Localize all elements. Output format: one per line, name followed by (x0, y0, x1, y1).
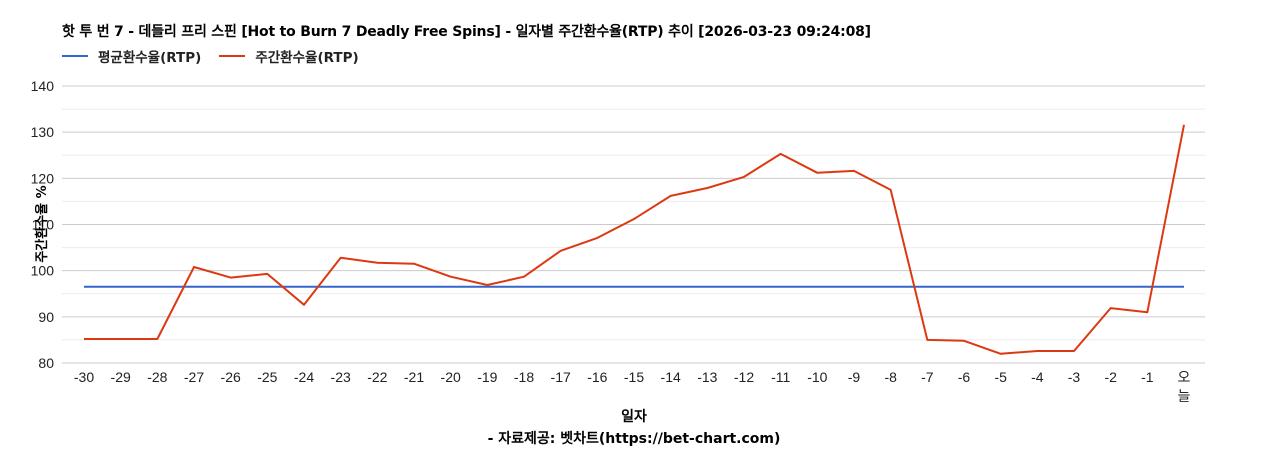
x-tick-label: -8 (884, 369, 897, 385)
x-tick-label: -18 (514, 369, 534, 385)
x-tick-label: -3 (1068, 369, 1081, 385)
x-axis-label: 일자 (621, 409, 647, 425)
legend-label: 주간환수율(RTP) (255, 50, 359, 66)
x-tick-label: -27 (184, 369, 204, 385)
legend-item-average-rtp[interactable]: 평균환수율(RTP) (62, 46, 201, 66)
x-tick-label: -23 (331, 369, 351, 385)
x-tick-label: -16 (587, 369, 607, 385)
source-credit: - 자료제공: 벳차트(https://bet-chart.com) (487, 431, 781, 447)
y-axis-ticks: 80 90 100 110 120 130 140 (31, 78, 55, 371)
legend-swatch-red-line-icon (219, 55, 246, 57)
x-tick-label: -17 (551, 369, 571, 385)
x-tick-label: -22 (367, 369, 387, 385)
gridlines (62, 85, 1205, 364)
y-tick-label: 110 (32, 217, 55, 233)
y-tick-label: 90 (38, 309, 54, 325)
x-tick-label: -5 (994, 369, 1007, 385)
y-tick-label: 140 (31, 78, 55, 94)
legend: 평균환수율(RTP) 주간환수율(RTP) (62, 46, 377, 66)
y-tick-label: 80 (38, 355, 54, 371)
x-tick-label: -19 (477, 369, 497, 385)
x-tick-label: -25 (257, 369, 277, 385)
x-tick-label: -10 (807, 369, 827, 385)
x-tick-label: -9 (848, 369, 861, 385)
data-series (84, 124, 1185, 355)
y-tick-label: 120 (31, 170, 55, 186)
x-tick-label: -26 (221, 369, 241, 385)
legend-label: 평균환수율(RTP) (98, 50, 202, 66)
x-tick-label: -29 (111, 369, 131, 385)
x-tick-label: -24 (294, 369, 314, 385)
x-tick-label: -2 (1104, 369, 1117, 385)
legend-swatch-blue-line-icon (62, 55, 88, 57)
x-tick-label: -7 (921, 369, 934, 385)
x-tick-label: -1 (1141, 369, 1154, 385)
chart-title: 핫 투 번 7 - 데들리 프리 스핀 [Hot to Burn 7 Deadl… (62, 24, 871, 40)
legend-item-weekly-rtp[interactable]: 주간환수율(RTP) (219, 46, 359, 66)
x-tick-label: -30 (74, 369, 94, 385)
x-tick-label: -14 (661, 369, 681, 385)
x-tick-label: -11 (771, 369, 790, 385)
x-tick-label: -13 (697, 369, 717, 385)
y-axis-label: 주간환수율 % (34, 185, 50, 262)
x-tick-label: -28 (147, 369, 167, 385)
y-tick-label: 100 (31, 263, 55, 279)
x-tick-label: -4 (1031, 369, 1044, 385)
y-tick-label: 130 (31, 124, 55, 140)
x-tick-label: -6 (958, 369, 971, 385)
x-tick-label: -15 (624, 369, 644, 385)
weekly-rtp-line[interactable] (84, 124, 1185, 355)
x-axis-ticks: -30 -29 -28 -27 -26 -25 -24 -23 -22 -21 -20 -19 -18 -… (74, 369, 1191, 404)
x-tick-label: -21 (404, 369, 424, 385)
x-tick-label: -12 (734, 369, 754, 385)
x-tick-label: -20 (441, 369, 461, 385)
